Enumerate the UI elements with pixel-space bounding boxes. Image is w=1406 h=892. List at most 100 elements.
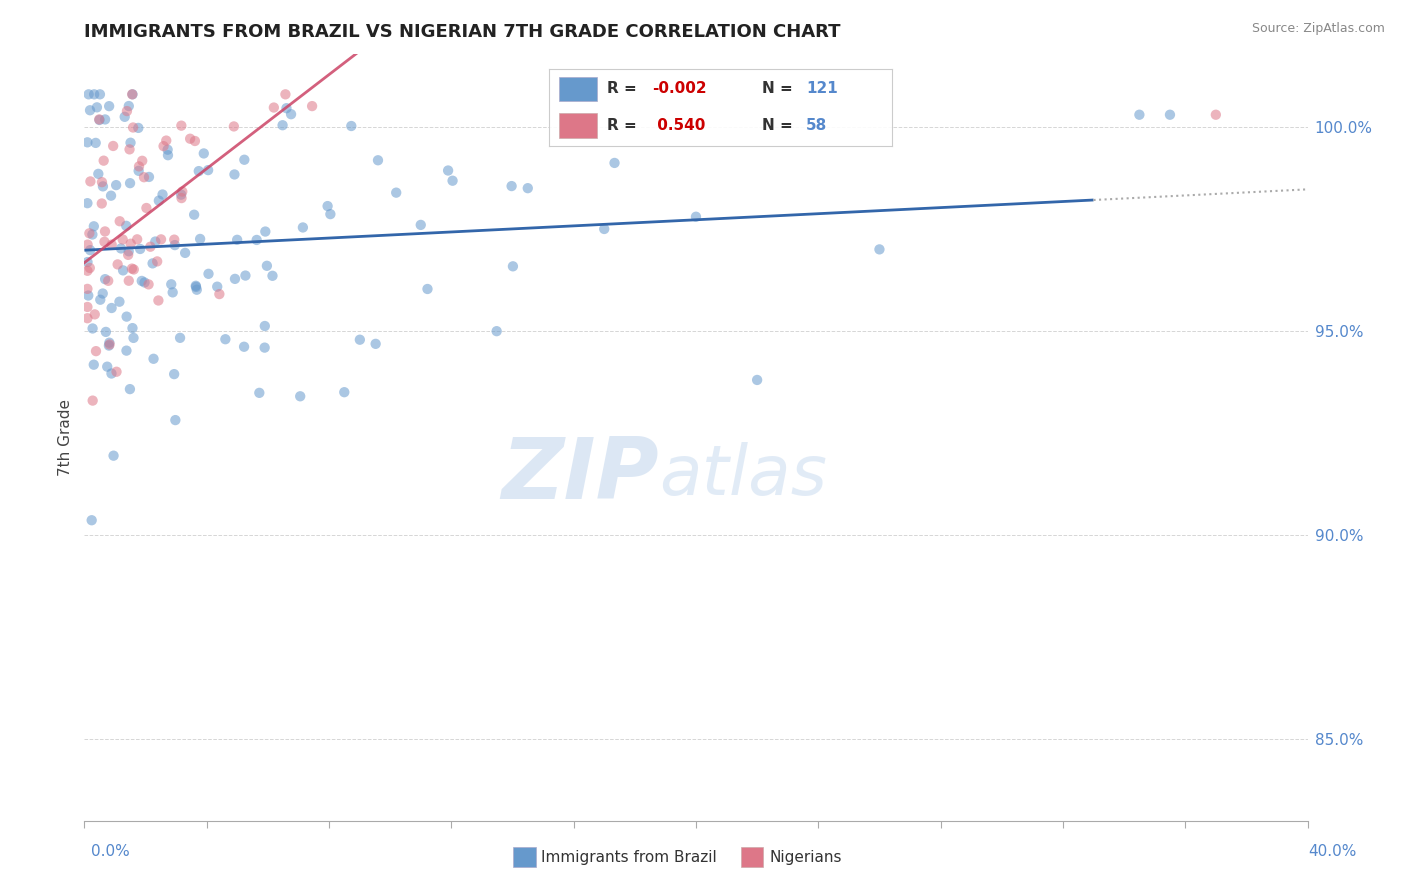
Point [89,112,111,127]
Point [108,214,131,228]
Point [86,100,108,114]
Point [100,301,122,315]
Point [115,104,138,119]
Point [224,272,246,286]
Point [226,233,249,247]
Point [115,219,138,233]
Point [127,232,149,246]
Point [94,325,117,339]
Point [184,134,207,148]
Point [120,236,142,251]
Point [84,136,107,150]
Point [271,118,294,132]
Point [87,167,110,181]
Point [77,87,100,102]
Point [121,261,143,276]
Point [409,218,432,232]
Point [316,199,339,213]
Point [214,332,236,346]
Point [91,179,114,194]
Point [152,139,174,153]
Point [118,176,141,190]
Point [593,222,616,236]
Point [110,242,132,256]
Point [139,240,162,254]
Point [114,110,136,124]
Point [319,207,342,221]
Text: IMMIGRANTS FROM BRAZIL VS NIGERIAN 7TH GRADE CORRELATION CHART: IMMIGRANTS FROM BRAZIL VS NIGERIAN 7TH G… [84,23,841,41]
Point [135,201,157,215]
Point [254,225,277,239]
Point [80,513,103,527]
Point [155,134,177,148]
Point [1205,108,1227,122]
Point [233,340,256,354]
Point [437,163,460,178]
Point [187,164,209,178]
Point [83,307,105,321]
Point [197,163,219,178]
Point [121,87,143,102]
Point [869,243,891,257]
Text: ZIP: ZIP [502,434,659,517]
Point [162,285,184,300]
Point [94,224,117,238]
Point [165,413,187,427]
Text: Source: ZipAtlas.com: Source: ZipAtlas.com [1251,22,1385,36]
Point [1159,108,1181,122]
Point [516,181,538,195]
Point [131,274,153,288]
Point [233,153,256,167]
Point [115,310,138,324]
Point [83,219,105,234]
Point [170,191,193,205]
Point [146,254,169,268]
Point [186,283,208,297]
Point [98,337,121,351]
Y-axis label: 7th Grade: 7th Grade [58,399,73,475]
Point [160,277,183,292]
Point [89,87,111,102]
Text: 40.0%: 40.0% [1309,845,1357,859]
Point [77,288,100,302]
Point [301,99,323,113]
Point [1128,108,1150,122]
Point [138,277,160,292]
Point [105,178,128,193]
Point [111,232,134,246]
Point [246,233,269,247]
Point [441,174,464,188]
Point [253,318,276,333]
Point [118,99,141,113]
Point [333,385,356,400]
Point [90,196,112,211]
Point [76,237,98,252]
Point [112,263,135,277]
Point [349,333,371,347]
Point [170,187,193,202]
Point [101,139,124,153]
Point [208,287,231,301]
Point [128,164,150,178]
Point [96,359,118,374]
Point [100,188,122,202]
Point [82,393,104,408]
Point [76,196,98,211]
Point [118,274,141,288]
Point [105,365,128,379]
Point [179,132,201,146]
Point [207,279,229,293]
Point [83,87,105,102]
Point [94,112,117,127]
Point [89,113,111,128]
Point [100,237,122,252]
Point [416,282,439,296]
Point [291,220,314,235]
Point [103,449,125,463]
Point [163,233,186,247]
Point [150,232,173,246]
Point [364,336,387,351]
Point [501,179,523,194]
Point [172,185,194,199]
Point [502,260,524,274]
